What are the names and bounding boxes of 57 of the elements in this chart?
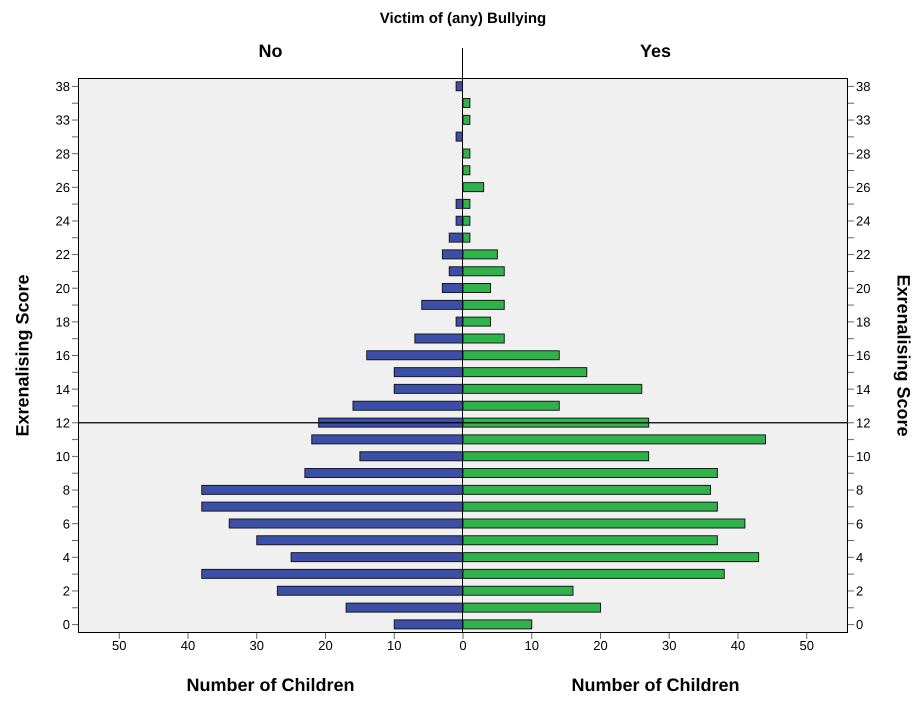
x-axis-title: Number of Children — [186, 675, 355, 695]
bar — [463, 148, 470, 158]
chart-title: Victim of (any) Bullying — [378, 10, 548, 27]
y-tick-label: 28 — [856, 146, 870, 162]
y-tick-label: 26 — [856, 180, 870, 195]
y-tick-label: 0 — [856, 617, 864, 632]
y-tick-label: 20 — [56, 280, 70, 296]
y-tick-label: 24 — [856, 214, 870, 229]
y-tick-label: 4 — [62, 550, 70, 565]
x-tick-label: 0 — [459, 638, 467, 654]
x-tick-label: 30 — [662, 638, 676, 654]
x-tick-label: 50 — [800, 638, 814, 654]
y-tick-label: 22 — [856, 247, 870, 262]
y-axis-title: Exrenalising Score — [12, 274, 32, 437]
x-tick-label: 40 — [730, 638, 746, 654]
bar — [463, 98, 470, 108]
y-tick-label: 2 — [856, 584, 864, 599]
y-tick-label: 14 — [56, 382, 70, 397]
x-tick-label: 20 — [318, 638, 333, 654]
x-tick-label: 10 — [524, 638, 539, 654]
x-tick-label: 50 — [112, 638, 126, 654]
y-tick-label: 24 — [56, 214, 70, 229]
y-tick-label: 26 — [56, 180, 70, 195]
bar — [463, 165, 470, 176]
x-tick-label: 10 — [387, 638, 402, 654]
x-tick-label: 30 — [250, 638, 264, 654]
y-axis-title: Exrenalising Score — [894, 274, 914, 437]
y-tick-label: 6 — [856, 516, 864, 532]
chart-subtitle: No — [258, 41, 284, 62]
y-tick-label: 22 — [56, 247, 70, 262]
y-tick-label: 16 — [856, 348, 870, 364]
y-tick-label: 38 — [856, 79, 870, 94]
bar — [463, 114, 470, 125]
y-tick-label: 33 — [56, 112, 70, 128]
y-tick-label: 2 — [62, 584, 70, 599]
y-tick-label: 18 — [56, 314, 70, 330]
bar — [463, 182, 484, 192]
y-tick-label: 14 — [856, 382, 870, 397]
y-tick-label: 20 — [856, 280, 870, 296]
y-tick-label: 12 — [856, 415, 870, 430]
x-axis-title: Number of Children — [571, 675, 740, 695]
y-tick-label: 18 — [856, 314, 870, 330]
y-tick-label: 6 — [62, 516, 70, 532]
y-tick-label: 38 — [56, 79, 70, 94]
y-tick-label: 4 — [856, 550, 864, 565]
y-tick-label: 8 — [62, 482, 70, 498]
x-tick-label: 40 — [180, 638, 196, 654]
x-tick-label: 20 — [593, 638, 608, 654]
y-tick-label: 28 — [56, 146, 70, 162]
y-tick-label: 10 — [56, 449, 70, 464]
y-tick-label: 16 — [56, 348, 70, 364]
y-tick-label: 8 — [856, 482, 864, 498]
y-tick-label: 33 — [856, 112, 870, 128]
y-tick-label: 0 — [62, 617, 70, 632]
chart-subtitle: Yes — [638, 41, 672, 62]
y-tick-label: 12 — [56, 415, 70, 430]
y-tick-label: 10 — [856, 449, 870, 464]
